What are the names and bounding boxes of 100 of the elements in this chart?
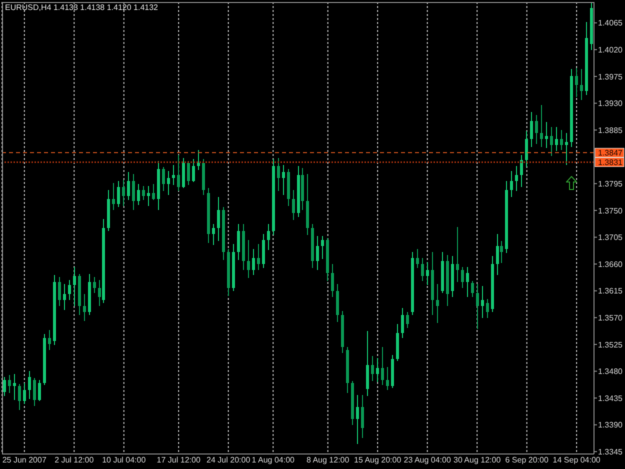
candlestick — [102, 219, 105, 303]
candlestick — [515, 166, 518, 191]
candlestick — [301, 168, 304, 210]
candlestick — [172, 165, 175, 185]
candlestick — [202, 159, 205, 195]
candlestick — [565, 133, 568, 165]
candlestick — [321, 236, 324, 259]
candlestick — [376, 358, 379, 382]
candlestick — [580, 69, 583, 100]
candlestick — [481, 286, 484, 318]
candlestick — [257, 244, 260, 270]
candlestick — [451, 256, 454, 297]
candlestick — [107, 190, 110, 231]
candlestick — [167, 171, 170, 195]
candlestick — [292, 190, 295, 220]
candlestick — [421, 258, 424, 281]
x-tick-label: 8 Aug 12:00 — [306, 456, 350, 465]
candlestick — [456, 227, 459, 282]
candlestick — [112, 183, 115, 210]
candlestick — [28, 371, 31, 399]
candlestick — [88, 274, 91, 315]
candlestick — [262, 234, 265, 268]
y-tick-label: 1.3795 — [598, 179, 624, 188]
candlestick — [38, 380, 41, 401]
candlestick — [471, 281, 474, 297]
candlestick — [381, 347, 384, 385]
candlestick — [311, 224, 314, 268]
candlestick — [316, 236, 319, 270]
candlestick — [53, 275, 56, 345]
candlestick — [431, 252, 434, 315]
candlestick — [466, 267, 469, 297]
candlestick — [341, 311, 344, 353]
candlestick — [43, 334, 46, 385]
candlestick — [535, 115, 538, 144]
candlestick — [590, 2, 593, 50]
y-tick-label: 1.3525 — [598, 340, 624, 350]
candlestick — [496, 234, 499, 275]
candlestick — [491, 256, 494, 312]
candlestick — [58, 277, 61, 306]
y-tick-label: 1.4065 — [598, 18, 624, 28]
candlestick — [162, 167, 165, 191]
candlestick — [550, 127, 553, 156]
candlestick — [98, 280, 101, 306]
candlestick — [73, 267, 76, 306]
y-tick-label: 1.3615 — [598, 286, 624, 296]
y-tick-label: 1.3435 — [598, 394, 624, 403]
candlestick — [8, 375, 11, 393]
candlestick — [336, 284, 339, 322]
y-tick-label: 1.3930 — [598, 99, 624, 108]
candlestick — [545, 122, 548, 148]
candlestick — [500, 241, 503, 263]
x-tick-label: 6 Sep 20:00 — [505, 456, 549, 465]
candlestick — [441, 252, 444, 293]
x-tick-label: 14 Sep 04:00 — [552, 456, 601, 465]
chart-title: EURUSD,H4 1.4133 1.4138 1.4120 1.4132 — [5, 3, 158, 13]
candlestick — [331, 264, 334, 297]
candlestick — [222, 207, 225, 260]
candlestick — [476, 284, 479, 329]
candlestick — [232, 244, 235, 291]
candlestick — [48, 330, 51, 350]
candlestick — [68, 280, 71, 300]
candlestick — [282, 165, 285, 195]
candlestick — [510, 171, 513, 197]
candlestick — [446, 255, 449, 306]
candlestick — [78, 274, 81, 315]
candlestick — [187, 161, 190, 185]
candlestick — [137, 184, 140, 205]
y-tick-label: 1.3480 — [598, 367, 624, 376]
candlestick — [18, 384, 21, 410]
candlestick — [237, 224, 240, 260]
candlestick — [585, 22, 588, 95]
x-tick-label: 17 Jul 12:00 — [156, 456, 201, 465]
y-tick-label: 1.3975 — [598, 72, 624, 82]
candlestick — [396, 324, 399, 361]
candlestick — [406, 312, 409, 328]
candlestick — [23, 383, 26, 404]
candlestick — [152, 184, 155, 200]
candlestick — [575, 68, 578, 97]
x-tick-label: 10 Jul 04:00 — [102, 456, 146, 465]
candlestick — [192, 159, 195, 182]
y-tick-label: 1.3390 — [598, 420, 624, 430]
candlestick — [147, 186, 150, 206]
candlestick — [436, 284, 439, 323]
y-tick-label: 1.3885 — [598, 126, 624, 135]
candlestick — [63, 284, 66, 310]
candlestick — [207, 188, 210, 243]
y-tick-label: 1.3705 — [598, 233, 624, 242]
candlestick — [351, 381, 354, 425]
candlestick — [83, 294, 86, 321]
candlestick — [93, 277, 96, 293]
candlestick — [540, 105, 543, 147]
candlestick — [157, 161, 160, 210]
candlestick — [33, 378, 36, 406]
ref-line-label: 1.3831 — [598, 158, 624, 168]
candlestick — [117, 181, 120, 207]
candlestick — [227, 249, 230, 296]
candlestick — [520, 155, 523, 187]
candlestick — [356, 395, 359, 444]
candlestick — [142, 186, 145, 200]
candlestick — [13, 374, 16, 400]
